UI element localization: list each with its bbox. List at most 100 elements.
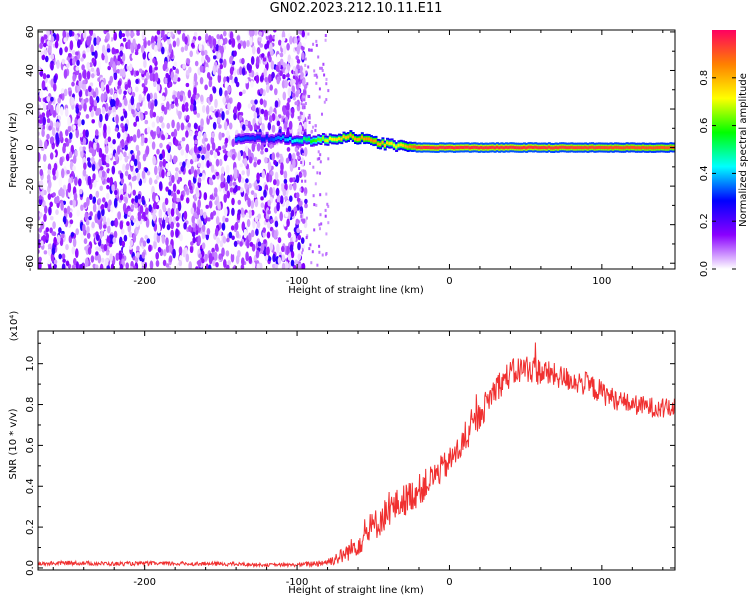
noise-cell xyxy=(298,118,301,121)
noise-cell xyxy=(269,186,273,196)
noise-cell xyxy=(138,93,142,104)
noise-cell xyxy=(208,264,212,269)
ridge-core-cell xyxy=(244,136,248,140)
noise-cell xyxy=(121,33,126,38)
noise-cell xyxy=(325,252,328,255)
noise-cell xyxy=(299,111,302,115)
noise-cell xyxy=(156,115,160,124)
noise-cell xyxy=(282,62,287,68)
noise-cell xyxy=(77,118,82,127)
ridge-core-cell xyxy=(500,145,504,149)
ridge-core-cell xyxy=(482,146,486,150)
ridge-core-cell xyxy=(367,137,371,141)
noise-cell xyxy=(303,92,306,96)
noise-cell xyxy=(106,265,110,269)
noise-cell xyxy=(106,177,111,183)
noise-cell xyxy=(214,243,219,252)
noise-cell xyxy=(98,158,102,167)
noise-cell xyxy=(316,75,319,79)
noise-cell xyxy=(53,236,57,245)
noise-cell xyxy=(168,255,173,263)
noise-cell xyxy=(122,246,127,255)
noise-cell xyxy=(71,246,76,255)
noise-cell xyxy=(220,173,225,183)
noise-cell xyxy=(38,119,42,124)
noise-cell xyxy=(305,216,308,220)
noise-cell xyxy=(157,246,162,253)
noise-cell xyxy=(73,192,78,201)
noise-cell xyxy=(53,263,57,269)
noise-cell xyxy=(101,207,105,217)
noise-cell xyxy=(231,38,236,48)
noise-cell xyxy=(49,136,54,145)
noise-cell xyxy=(312,165,315,169)
noise-cell xyxy=(231,207,235,216)
noise-cell xyxy=(95,246,99,251)
noise-cell xyxy=(305,70,308,74)
ridge-core-cell xyxy=(588,145,592,149)
noise-cell xyxy=(104,145,109,154)
noise-cell xyxy=(122,163,126,172)
noise-cell xyxy=(189,159,194,165)
ridge-core-cell xyxy=(543,146,547,149)
ridge-core-cell xyxy=(625,145,629,149)
noise-cell xyxy=(218,158,223,167)
noise-cell xyxy=(56,59,60,69)
noise-cell xyxy=(105,84,110,92)
noise-cell xyxy=(101,236,106,244)
noise-cell xyxy=(149,108,154,119)
noise-cell xyxy=(325,192,328,196)
ridge-core-cell xyxy=(489,146,493,149)
noise-cell xyxy=(119,46,124,51)
noise-cell xyxy=(47,248,52,256)
colorbar-gradient xyxy=(712,30,736,269)
ridge-core-cell xyxy=(563,145,567,149)
noise-cell xyxy=(81,119,85,126)
ridge-core-cell xyxy=(541,146,544,150)
noise-cell xyxy=(113,161,117,166)
ridge-core-cell xyxy=(552,146,556,150)
noise-cell xyxy=(148,52,152,60)
noise-cell xyxy=(274,220,279,228)
noise-cell xyxy=(168,43,173,54)
noise-cell xyxy=(263,67,268,78)
noise-cell xyxy=(53,83,57,92)
noise-cell xyxy=(260,108,265,115)
noise-cell xyxy=(72,165,76,172)
noise-cell xyxy=(258,31,263,37)
noise-cell xyxy=(145,71,150,81)
noise-cell xyxy=(124,144,128,151)
ridge-core-cell xyxy=(598,145,601,149)
ridge-core-cell xyxy=(284,138,288,142)
ridge-core-cell xyxy=(279,137,283,140)
noise-cell xyxy=(39,124,43,130)
noise-cell xyxy=(282,91,287,101)
noise-cell xyxy=(120,138,125,148)
noise-cell xyxy=(52,175,57,181)
noise-cell xyxy=(252,45,256,55)
ridge-core-cell xyxy=(609,145,613,149)
noise-cell xyxy=(278,93,283,101)
noise-cell xyxy=(312,42,315,46)
noise-cell xyxy=(323,73,326,77)
noise-cell xyxy=(91,119,95,124)
noise-cell xyxy=(213,251,218,261)
noise-cell xyxy=(89,62,93,68)
noise-cell xyxy=(167,189,172,196)
noise-cell xyxy=(62,145,66,154)
noise-cell xyxy=(129,266,134,269)
noise-cell xyxy=(104,54,109,64)
noise-cell xyxy=(285,199,290,209)
noise-cell xyxy=(72,237,77,248)
noise-cell xyxy=(193,72,198,83)
noise-cell xyxy=(144,111,148,115)
noise-cell xyxy=(240,264,245,269)
noise-cell xyxy=(173,128,178,138)
noise-cell xyxy=(67,125,72,132)
noise-cell xyxy=(180,165,185,172)
noise-cell xyxy=(294,259,299,265)
ridge-core-cell xyxy=(415,146,419,150)
noise-cell xyxy=(296,59,301,64)
noise-cell xyxy=(182,63,186,70)
y-tick-label: 0 xyxy=(25,144,36,150)
